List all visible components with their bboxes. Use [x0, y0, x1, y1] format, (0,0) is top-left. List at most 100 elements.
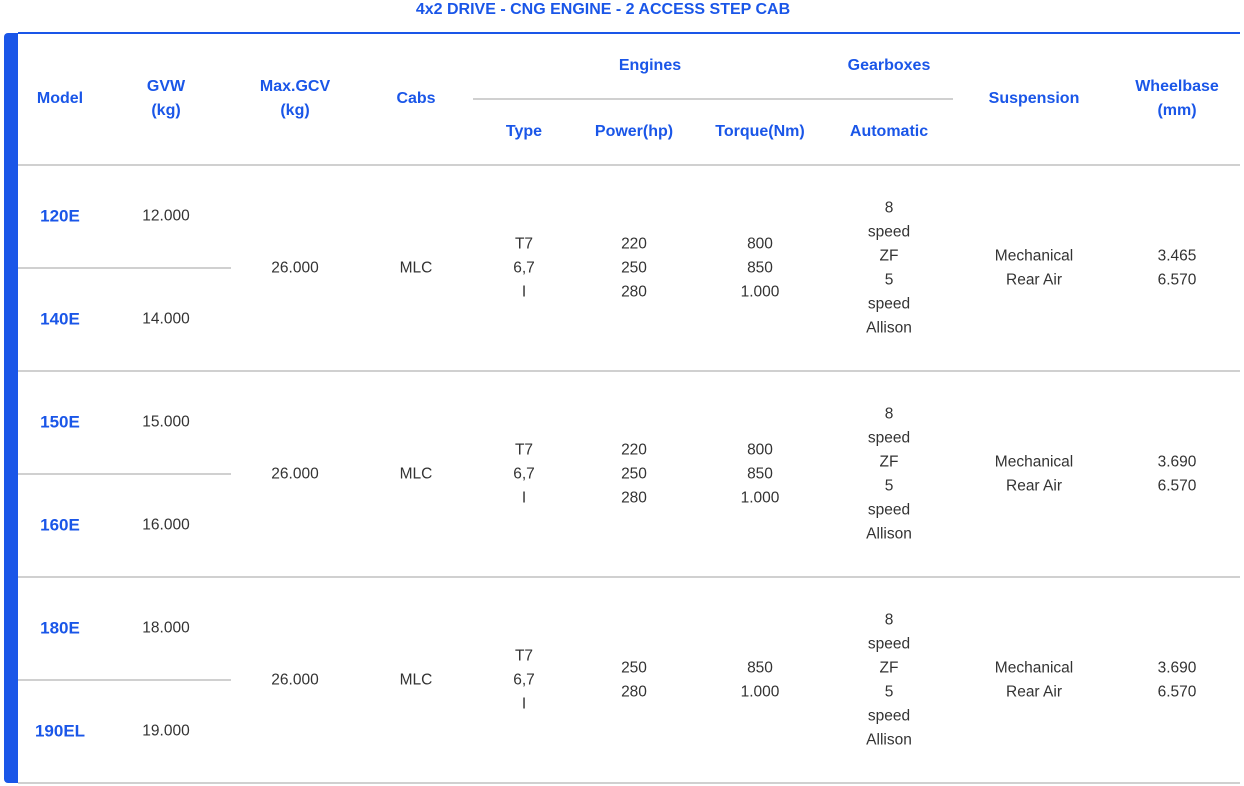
gvw-cell: 16.000	[142, 516, 190, 534]
model-cell: 180E	[40, 618, 80, 638]
power-cell: 280	[621, 283, 647, 301]
model-divider	[18, 473, 231, 475]
header-cell: Automatic	[849, 123, 929, 140]
torque-cell: 800	[747, 441, 773, 459]
gvw-cell: 12.000	[142, 207, 190, 225]
gcv-cell: 26.000	[271, 259, 319, 277]
type-cell: T7	[514, 647, 534, 665]
header-cell: (kg)	[151, 102, 181, 119]
suspension-cell: Mechanical	[994, 453, 1074, 471]
gearbox-cell: Allison	[866, 525, 912, 543]
wheelbase-cell: 3.690	[1157, 453, 1197, 471]
header-cell: Type	[505, 123, 543, 140]
power-cell: 220	[621, 441, 647, 459]
gearbox-cell: ZF	[879, 659, 899, 677]
suspension-cell: Mechanical	[994, 247, 1074, 265]
cabs-cell: MLC	[399, 259, 433, 277]
table-title: 4x2 DRIVE - CNG ENGINE - 2 ACCESS STEP C…	[415, 1, 791, 18]
gvw-cell: 15.000	[142, 413, 190, 431]
type-cell: I	[521, 695, 527, 713]
torque-cell: 850	[747, 259, 773, 277]
type-cell: I	[521, 489, 527, 507]
suspension-cell: Rear Air	[1006, 477, 1062, 495]
gvw-cell: 19.000	[142, 722, 190, 740]
header-cell: Suspension	[988, 90, 1080, 107]
gvw-cell: 18.000	[142, 619, 190, 637]
power-cell: 250	[621, 465, 647, 483]
power-cell: 250	[621, 659, 647, 677]
wheelbase-cell: 6.570	[1157, 477, 1197, 495]
row-divider	[18, 164, 1240, 166]
header-cell: Model	[36, 90, 84, 107]
header-cell: Cabs	[396, 90, 436, 107]
header-cell: Gearboxes	[847, 57, 931, 74]
type-cell: I	[521, 283, 527, 301]
power-cell: 220	[621, 235, 647, 253]
torque-cell: 850	[747, 659, 773, 677]
header-cell: Power(hp)	[594, 123, 674, 140]
left-bar	[4, 33, 18, 783]
model-divider	[18, 267, 231, 269]
gcv-cell: 26.000	[271, 465, 319, 483]
torque-cell: 1.000	[740, 283, 780, 301]
gearbox-cell: ZF	[879, 247, 899, 265]
header-cell: Torque(Nm)	[715, 123, 805, 140]
gearbox-cell: 8	[884, 199, 894, 217]
type-cell: T7	[514, 235, 534, 253]
header-divider	[473, 98, 953, 100]
gearbox-cell: 8	[884, 405, 894, 423]
type-cell: T7	[514, 441, 534, 459]
model-divider	[18, 679, 231, 681]
model-cell: 140E	[40, 309, 80, 329]
gearbox-cell: speed	[867, 295, 911, 313]
torque-cell: 850	[747, 465, 773, 483]
gearbox-cell: Allison	[866, 731, 912, 749]
gearbox-cell: 8	[884, 611, 894, 629]
header-cell: Engines	[618, 57, 682, 74]
suspension-cell: Rear Air	[1006, 683, 1062, 701]
power-cell: 250	[621, 259, 647, 277]
gearbox-cell: 5	[884, 683, 894, 701]
row-divider	[18, 370, 1240, 372]
torque-cell: 800	[747, 235, 773, 253]
gearbox-cell: 5	[884, 477, 894, 495]
header-cell: GVW	[146, 78, 186, 95]
cabs-cell: MLC	[399, 465, 433, 483]
gearbox-cell: speed	[867, 707, 911, 725]
model-cell: 120E	[40, 206, 80, 226]
gearbox-cell: speed	[867, 501, 911, 519]
model-cell: 190EL	[34, 721, 86, 741]
gearbox-cell: Allison	[866, 319, 912, 337]
gearbox-cell: 5	[884, 271, 894, 289]
power-cell: 280	[621, 683, 647, 701]
torque-cell: 1.000	[740, 683, 780, 701]
suspension-cell: Mechanical	[994, 659, 1074, 677]
cabs-cell: MLC	[399, 671, 433, 689]
gearbox-cell: speed	[867, 635, 911, 653]
header-cell: (kg)	[280, 102, 310, 119]
top-border	[18, 32, 1240, 34]
type-cell: 6,7	[513, 465, 535, 483]
wheelbase-cell: 3.690	[1157, 659, 1197, 677]
type-cell: 6,7	[513, 671, 535, 689]
row-divider	[18, 782, 1240, 784]
gcv-cell: 26.000	[271, 671, 319, 689]
model-cell: 160E	[40, 515, 80, 535]
wheelbase-cell: 3.465	[1157, 247, 1197, 265]
suspension-cell: Rear Air	[1006, 271, 1062, 289]
header-cell: Wheelbase	[1135, 78, 1219, 95]
type-cell: 6,7	[513, 259, 535, 277]
power-cell: 280	[621, 489, 647, 507]
gvw-cell: 14.000	[142, 310, 190, 328]
gearbox-cell: speed	[867, 223, 911, 241]
torque-cell: 1.000	[740, 489, 780, 507]
gearbox-cell: ZF	[879, 453, 899, 471]
header-cell: (mm)	[1157, 102, 1197, 119]
wheelbase-cell: 6.570	[1157, 271, 1197, 289]
wheelbase-cell: 6.570	[1157, 683, 1197, 701]
gearbox-cell: speed	[867, 429, 911, 447]
header-cell: Max.GCV	[259, 78, 331, 95]
model-cell: 150E	[40, 412, 80, 432]
row-divider	[18, 576, 1240, 578]
